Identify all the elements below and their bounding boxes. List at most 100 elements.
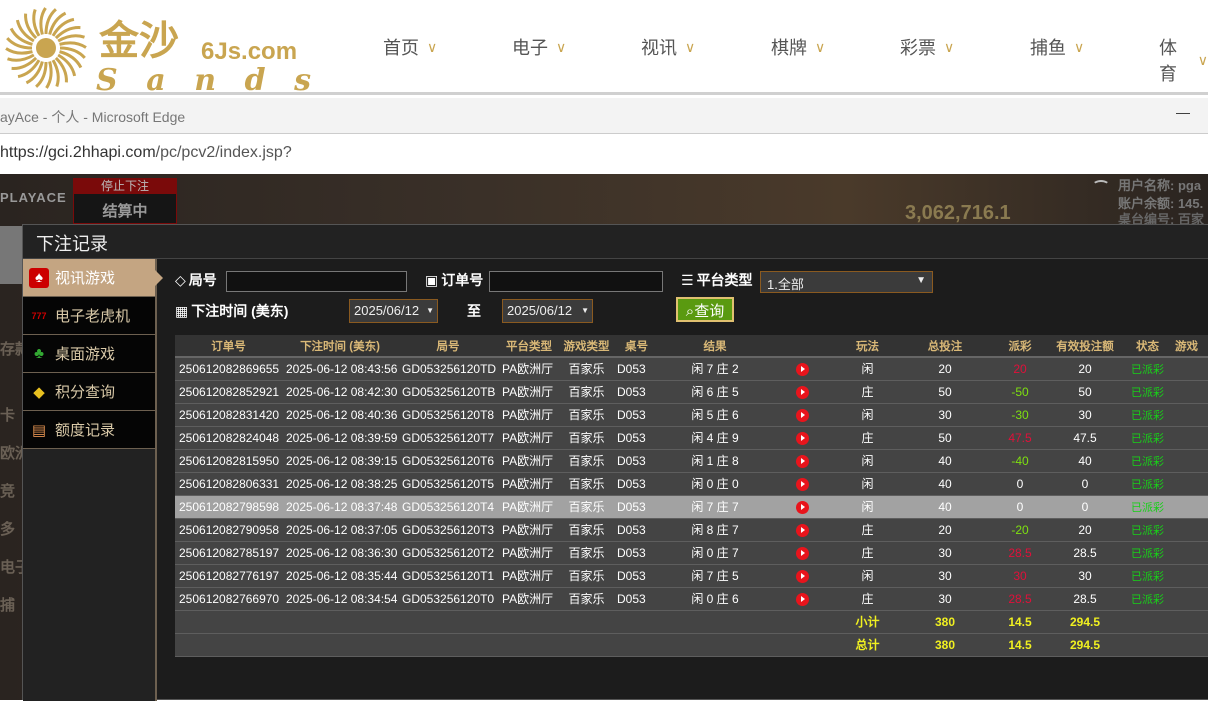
result: 闲 5 庄 6 bbox=[660, 403, 770, 427]
address-bar[interactable]: https://gci.2hhapi.com/pc/pcv2/index.jsp… bbox=[0, 135, 1208, 174]
valid-bet: 50 bbox=[1050, 380, 1120, 404]
table-row[interactable]: 250612082815950 2025-06-12 08:39:15 GD0532… bbox=[175, 449, 1208, 473]
wifi-icon bbox=[1092, 180, 1110, 192]
replay-cell[interactable] bbox=[770, 472, 835, 496]
payout: 47.5 bbox=[990, 426, 1050, 450]
nav-item[interactable]: 首页 ∨ bbox=[383, 34, 437, 60]
bet-time: 2025-06-12 08:35:44 bbox=[282, 564, 398, 588]
bet-type: 闲 bbox=[835, 472, 900, 496]
table-row[interactable]: 250612082831420 2025-06-12 08:40:36 GD0532… bbox=[175, 403, 1208, 427]
browser-title-bar: ayAce - 个人 - Microsoft Edge — bbox=[0, 98, 1208, 134]
bet-time: 2025-06-12 08:36:30 bbox=[282, 541, 398, 565]
sidebar-item[interactable]: ▤ 额度记录 bbox=[23, 411, 155, 449]
table-no: D053 bbox=[613, 357, 660, 381]
replay-cell[interactable] bbox=[770, 449, 835, 473]
play-video-icon[interactable] bbox=[796, 454, 809, 468]
game-cell bbox=[1175, 587, 1208, 611]
order-no: 250612082815950 bbox=[175, 449, 282, 473]
url-host: https://gci.2hhapi.com bbox=[0, 144, 156, 161]
table-row[interactable]: 250612082798598 2025-06-12 08:37:48 GD0532… bbox=[175, 495, 1208, 519]
nav-item[interactable]: 捕鱼 ∨ bbox=[1030, 34, 1084, 60]
play-video-icon[interactable] bbox=[796, 431, 809, 445]
nav-item[interactable]: 彩票 ∨ bbox=[900, 34, 954, 60]
bet-type: 庄 bbox=[835, 426, 900, 450]
game-cell bbox=[1175, 449, 1208, 473]
sands-logo[interactable]: 金沙 6Js.com Sands bbox=[4, 4, 319, 92]
total-bet: 30 bbox=[900, 564, 990, 588]
table-row[interactable]: 250612082806331 2025-06-12 08:38:25 GD0532… bbox=[175, 472, 1208, 496]
svg-text:Sands: Sands bbox=[96, 63, 311, 92]
replay-cell[interactable] bbox=[770, 541, 835, 565]
sun-ray bbox=[5, 47, 33, 55]
play-video-icon[interactable] bbox=[796, 408, 809, 422]
result: 闲 0 庄 0 bbox=[660, 472, 770, 496]
nav-item[interactable]: 棋牌 ∨ bbox=[771, 34, 825, 60]
bet-type: 闲 bbox=[835, 564, 900, 588]
table-row[interactable]: 250612082785197 2025-06-12 08:36:30 GD0532… bbox=[175, 541, 1208, 565]
table-row[interactable]: 250612082852921 2025-06-12 08:42:30 GD0532… bbox=[175, 380, 1208, 404]
table-no: D053 bbox=[613, 426, 660, 450]
sidebar-item[interactable]: 777 电子老虎机 bbox=[23, 297, 155, 335]
date-from-value: 2025/06/12 bbox=[354, 303, 420, 318]
table-no: D053 bbox=[613, 495, 660, 519]
order-no: 250612082785197 bbox=[175, 541, 282, 565]
query-button[interactable]: ⌕查询 bbox=[676, 297, 734, 322]
play-video-icon[interactable] bbox=[796, 477, 809, 491]
replay-cell[interactable] bbox=[770, 587, 835, 611]
bet-time: 2025-06-12 08:42:30 bbox=[282, 380, 398, 404]
round-input[interactable] bbox=[226, 271, 407, 292]
play-video-icon[interactable] bbox=[796, 592, 809, 606]
sidebar-item[interactable]: ◆ 积分查询 bbox=[23, 373, 155, 411]
sidebar-item-label: 积分查询 bbox=[55, 384, 116, 401]
date-to-select[interactable]: 2025/06/12 ▼ bbox=[502, 299, 593, 323]
minimize-button[interactable]: — bbox=[1176, 104, 1190, 120]
sun-ray bbox=[24, 13, 38, 40]
play-video-icon[interactable] bbox=[796, 569, 809, 583]
table-row[interactable]: 250612082824048 2025-06-12 08:39:59 GD0532… bbox=[175, 426, 1208, 450]
result: 闲 4 庄 9 bbox=[660, 426, 770, 450]
sidebar-item[interactable]: ♣ 桌面游戏 bbox=[23, 335, 155, 373]
total-bet: 40 bbox=[900, 449, 990, 473]
replay-cell[interactable] bbox=[770, 518, 835, 542]
play-video-icon[interactable] bbox=[796, 546, 809, 560]
play-video-icon[interactable] bbox=[796, 362, 809, 376]
replay-cell[interactable] bbox=[770, 495, 835, 519]
bet-type: 庄 bbox=[835, 587, 900, 611]
column-header bbox=[770, 335, 835, 358]
site-header: 金沙 6Js.com Sands 首页 ∨ 电子 ∨ 视讯 ∨ 棋牌 ∨ 彩票 ∨ 捕鱼 ∨ 体育 ∨ bbox=[0, 0, 1208, 95]
platform-select[interactable]: 1.全部 ▼ bbox=[760, 271, 933, 293]
table-row[interactable]: 250612082766970 2025-06-12 08:34:54 GD0532… bbox=[175, 587, 1208, 611]
order-input[interactable] bbox=[489, 271, 663, 292]
replay-cell[interactable] bbox=[770, 380, 835, 404]
chevron-down-icon: ∨ bbox=[815, 38, 826, 55]
bet-type: 闲 bbox=[835, 495, 900, 519]
table-row[interactable]: 250612082776197 2025-06-12 08:35:44 GD0532… bbox=[175, 564, 1208, 588]
status: 已派彩 bbox=[1120, 357, 1175, 381]
chevron-down-icon: ∨ bbox=[685, 38, 696, 55]
order-no: 250612082790958 bbox=[175, 518, 282, 542]
table-row[interactable]: 250612082790958 2025-06-12 08:37:05 GD0532… bbox=[175, 518, 1208, 542]
date-from-select[interactable]: 2025/06/12 ▼ bbox=[349, 299, 438, 323]
table-row[interactable]: 250612082869655 2025-06-12 08:43:56 GD0532… bbox=[175, 357, 1208, 381]
bet-type: 庄 bbox=[835, 380, 900, 404]
total-bet: 30 bbox=[900, 403, 990, 427]
play-video-icon[interactable] bbox=[796, 500, 809, 514]
nav-item[interactable]: 体育 ∨ bbox=[1159, 34, 1208, 86]
round-no: GD053256120T0 bbox=[398, 587, 498, 611]
replay-cell[interactable] bbox=[770, 357, 835, 381]
nav-item[interactable]: 视讯 ∨ bbox=[641, 34, 695, 60]
replay-cell[interactable] bbox=[770, 564, 835, 588]
date-to-value: 2025/06/12 bbox=[507, 303, 573, 318]
sun-ray bbox=[11, 56, 38, 70]
play-video-icon[interactable] bbox=[796, 523, 809, 537]
nav-item[interactable]: 电子 ∨ bbox=[512, 34, 566, 60]
valid-bet: 30 bbox=[1050, 564, 1120, 588]
play-video-icon[interactable] bbox=[796, 385, 809, 399]
sidebar-item[interactable]: ♠ 视讯游戏 bbox=[23, 259, 163, 297]
replay-cell[interactable] bbox=[770, 403, 835, 427]
total-bet: 40 bbox=[900, 495, 990, 519]
platform: PA欧洲厅 bbox=[498, 380, 560, 404]
replay-cell[interactable] bbox=[770, 426, 835, 450]
column-header: 派彩 bbox=[990, 335, 1050, 358]
cards-icon: ♠ bbox=[29, 267, 49, 288]
